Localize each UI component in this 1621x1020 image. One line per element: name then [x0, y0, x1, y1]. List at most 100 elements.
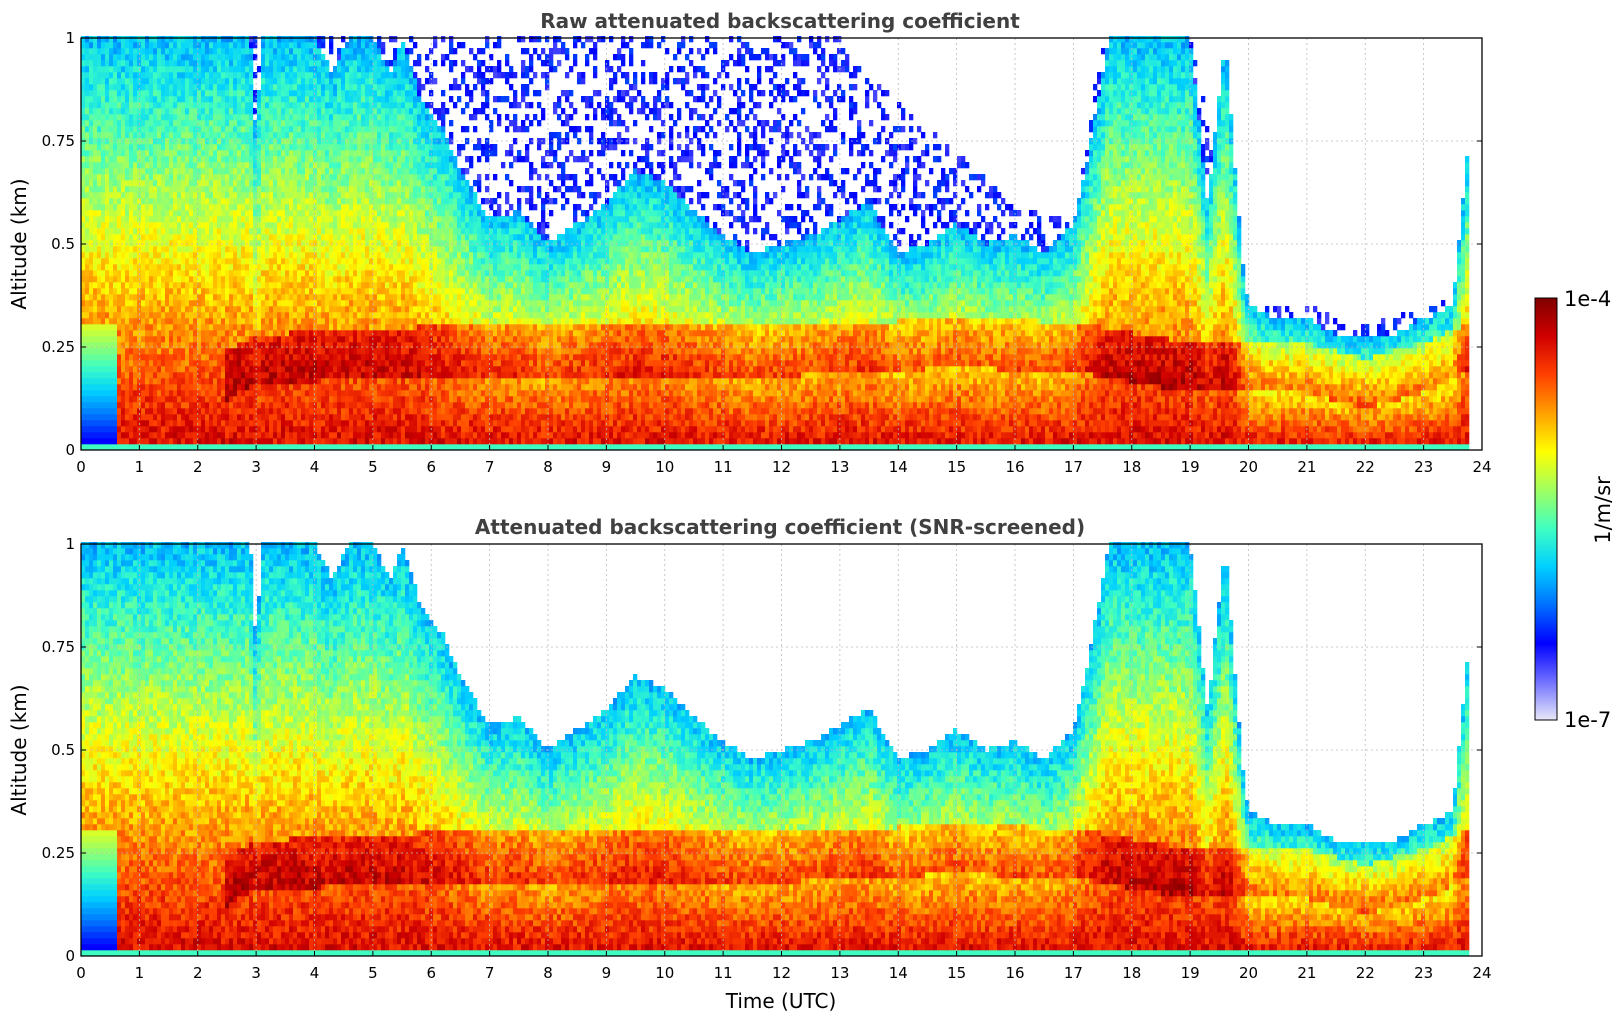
heatmap-cell: [153, 36, 158, 43]
heatmap-cell: [89, 192, 94, 199]
heatmap-cell: [189, 156, 194, 163]
heatmap-cell: [317, 102, 322, 109]
heatmap-cell: [177, 270, 182, 277]
heatmap-cell: [225, 432, 230, 439]
heatmap-cell: [105, 144, 110, 151]
heatmap-column: [313, 36, 318, 451]
heatmap-cell: [197, 354, 202, 361]
heatmap-cell: [165, 216, 170, 223]
heatmap-cell: [197, 258, 202, 265]
heatmap-cell: [345, 150, 350, 157]
heatmap-cell: [177, 372, 182, 379]
heatmap-cell: [121, 66, 126, 73]
heatmap-cell: [273, 414, 278, 421]
heatmap-cell: [193, 204, 198, 211]
heatmap-cell: [109, 354, 114, 361]
heatmap-cell: [101, 192, 106, 199]
heatmap-cell: [329, 420, 334, 427]
heatmap-cell: [161, 84, 166, 91]
heatmap-cell: [241, 96, 246, 103]
heatmap-cell: [265, 246, 270, 253]
heatmap-cell: [305, 324, 310, 331]
heatmap-cell: [141, 408, 146, 415]
heatmap-cell: [101, 54, 106, 61]
heatmap-cell: [333, 204, 338, 211]
heatmap-cell: [229, 216, 234, 223]
heatmap-cell: [301, 228, 306, 235]
heatmap-cell: [197, 102, 202, 109]
heatmap-cell: [193, 318, 198, 325]
heatmap-cell: [185, 228, 190, 235]
heatmap-cell: [305, 198, 310, 205]
heatmap-cell: [121, 180, 126, 187]
heatmap-cell: [101, 240, 106, 247]
heatmap-cell: [201, 174, 206, 181]
heatmap-cell: [321, 144, 326, 151]
heatmap-cell: [149, 90, 154, 97]
heatmap-cell: [329, 168, 334, 175]
heatmap-cell: [229, 444, 234, 451]
heatmap-cell: [325, 114, 330, 121]
heatmap-cell: [161, 312, 166, 319]
heatmap-cell: [277, 138, 282, 145]
heatmap-cell: [93, 444, 98, 451]
heatmap-cell: [329, 174, 334, 181]
heatmap-cell: [361, 306, 366, 313]
heatmap-cell: [97, 276, 102, 283]
heatmap-cell: [89, 330, 94, 337]
heatmap-cell: [257, 330, 262, 337]
heatmap-cell: [337, 150, 342, 157]
heatmap-cell: [341, 408, 346, 415]
heatmap-cell: [297, 228, 302, 235]
heatmap-cell: [337, 348, 342, 355]
heatmap-cell: [133, 408, 138, 415]
heatmap-cell: [317, 246, 322, 253]
heatmap-cell: [261, 330, 266, 337]
heatmap-cell: [317, 288, 322, 295]
heatmap-cell: [157, 270, 162, 277]
heatmap-cell: [125, 162, 130, 169]
heatmap-cell: [269, 402, 274, 409]
heatmap-cell: [365, 402, 370, 409]
heatmap-cell: [101, 390, 106, 397]
heatmap-cell: [257, 66, 262, 73]
heatmap-cell: [253, 150, 258, 157]
heatmap-cell: [269, 198, 274, 205]
heatmap-cell: [205, 378, 210, 385]
heatmap-cell: [169, 276, 174, 283]
heatmap-cell: [261, 258, 266, 265]
heatmap-cell: [357, 108, 362, 115]
heatmap-cell: [201, 408, 206, 415]
heatmap-cell: [177, 420, 182, 427]
heatmap-cell: [333, 240, 338, 247]
heatmap-cell: [89, 72, 94, 79]
heatmap-cell: [101, 414, 106, 421]
heatmap-cell: [161, 150, 166, 157]
heatmap-cell: [257, 138, 262, 145]
heatmap-cell: [217, 372, 222, 379]
heatmap-cell: [333, 186, 338, 193]
heatmap-cell: [157, 102, 162, 109]
heatmap-cell: [249, 66, 254, 73]
heatmap-cell: [309, 66, 314, 73]
heatmap-cell: [85, 228, 90, 235]
heatmap-cell: [253, 402, 258, 409]
heatmap-cell: [241, 426, 246, 433]
heatmap-cell: [153, 108, 158, 115]
heatmap-cell: [273, 240, 278, 247]
heatmap-cell: [309, 174, 314, 181]
heatmap-cell: [193, 276, 198, 283]
heatmap-cell: [129, 132, 134, 139]
heatmap-cell: [161, 204, 166, 211]
heatmap-cell: [225, 294, 230, 301]
heatmap-cell: [197, 114, 202, 121]
heatmap-cell: [109, 210, 114, 217]
heatmap-cell: [145, 114, 150, 121]
heatmap-cell: [97, 366, 102, 373]
heatmap-cell: [357, 420, 362, 427]
heatmap-cell: [165, 150, 170, 157]
heatmap-cell: [277, 54, 282, 61]
heatmap-cell: [121, 126, 126, 133]
heatmap-cell: [281, 264, 286, 271]
heatmap-cell: [273, 204, 278, 211]
